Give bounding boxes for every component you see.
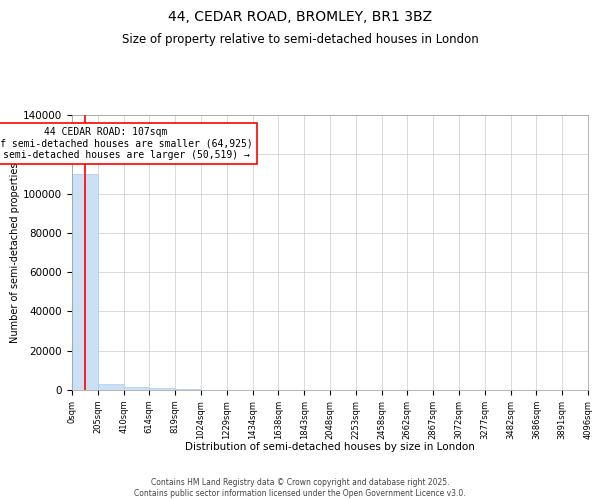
Text: Size of property relative to semi-detached houses in London: Size of property relative to semi-detach… — [122, 32, 478, 46]
Text: 44 CEDAR ROAD: 107sqm
← 56% of semi-detached houses are smaller (64,925)
44% of : 44 CEDAR ROAD: 107sqm ← 56% of semi-deta… — [0, 127, 253, 160]
Bar — [124, 387, 149, 390]
Bar — [72, 174, 98, 390]
Text: 44, CEDAR ROAD, BROMLEY, BR1 3BZ: 44, CEDAR ROAD, BROMLEY, BR1 3BZ — [168, 10, 432, 24]
Bar — [149, 388, 175, 390]
Y-axis label: Number of semi-detached properties: Number of semi-detached properties — [10, 162, 20, 343]
Bar — [98, 384, 124, 390]
Bar — [175, 389, 201, 390]
X-axis label: Distribution of semi-detached houses by size in London: Distribution of semi-detached houses by … — [185, 442, 475, 452]
Text: Contains HM Land Registry data © Crown copyright and database right 2025.
Contai: Contains HM Land Registry data © Crown c… — [134, 478, 466, 498]
